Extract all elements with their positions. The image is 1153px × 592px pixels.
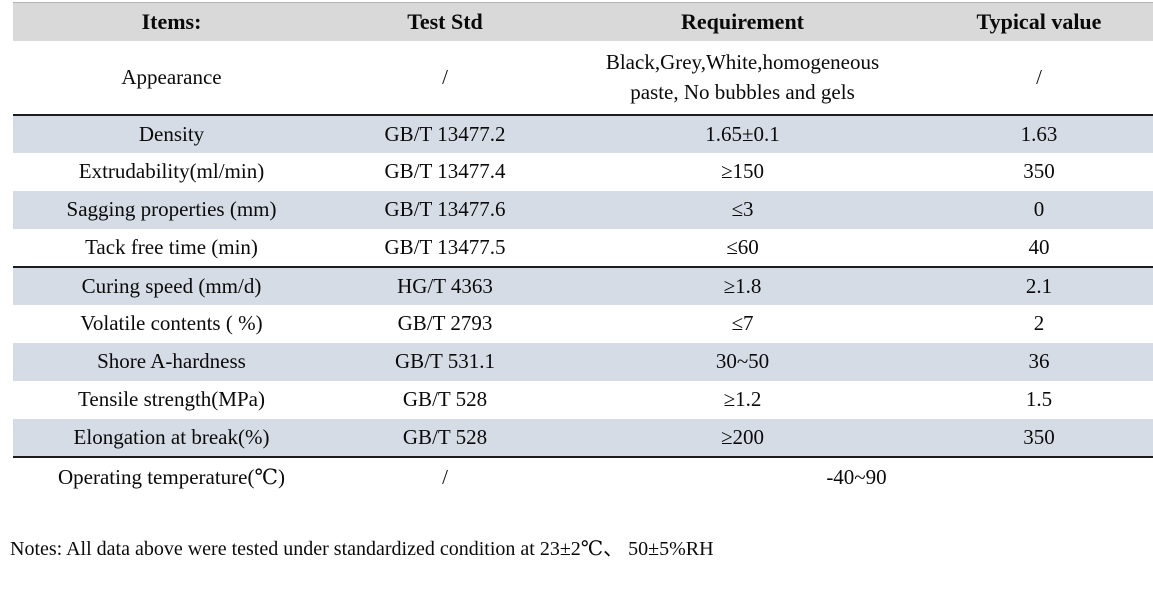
cell-test-std: /	[442, 64, 448, 89]
cell-typical: 40	[1028, 234, 1050, 259]
cell-typical: 36	[1028, 349, 1050, 374]
cell-item: Tack free time (min)	[85, 234, 258, 259]
table-row: Sagging properties (mm) GB/T 13477.6 ≤3 0	[13, 190, 1153, 229]
cell-typical: 1.63	[1020, 121, 1058, 146]
column-header-test-std: Test Std	[407, 8, 483, 34]
cell-requirement: 1.65±0.1	[705, 121, 780, 146]
table-row: Tensile strength(MPa) GB/T 528 ≥1.2 1.5	[13, 380, 1153, 419]
cell-item: Tensile strength(MPa)	[78, 387, 265, 412]
table-row: Elongation at break(%) GB/T 528 ≥200 350	[13, 418, 1153, 457]
cell-item: Density	[138, 121, 205, 146]
cell-requirement: -40~90	[826, 464, 887, 489]
cell-typical: 0	[1033, 197, 1045, 222]
notes-text: Notes: All data above were tested under …	[10, 538, 714, 560]
spec-table: Items: Test Std Requirement Typical valu…	[13, 2, 1153, 497]
cell-test-std: GB/T 13477.2	[384, 121, 506, 146]
cell-test-std: GB/T 531.1	[395, 349, 495, 374]
cell-typical: 350	[1023, 159, 1055, 184]
cell-item: Elongation at break(%)	[73, 424, 270, 449]
table-row: Volatile contents ( %) GB/T 2793 ≤7 2	[13, 304, 1153, 343]
table-row: Operating temperature(℃) / -40~90	[13, 456, 1153, 497]
cell-test-std: /	[442, 464, 448, 489]
cell-test-std: GB/T 528	[402, 387, 488, 412]
cell-typical: /	[1036, 64, 1042, 89]
cell-requirement: ≥200	[720, 424, 765, 449]
cell-item: Appearance	[121, 64, 222, 89]
cell-typical: 2.1	[1025, 273, 1053, 298]
cell-test-std: GB/T 13477.5	[384, 234, 506, 259]
cell-test-std: GB/T 13477.6	[384, 197, 506, 222]
cell-item: Sagging properties (mm)	[66, 197, 277, 222]
cell-test-std: GB/T 2793	[397, 311, 493, 336]
table-row: Tack free time (min) GB/T 13477.5 ≤60 40	[13, 228, 1153, 267]
column-header-requirement: Requirement	[680, 8, 805, 34]
table-header-row: Items: Test Std Requirement Typical valu…	[13, 2, 1153, 41]
table-row: Extrudability(ml/min) GB/T 13477.4 ≥150 350	[13, 152, 1153, 191]
table-row: Shore A-hardness GB/T 531.1 30~50 36	[13, 342, 1153, 381]
column-header-items: Items:	[141, 8, 202, 34]
cell-requirement: ≥150	[720, 159, 765, 184]
cell-item: Curing speed (mm/d)	[81, 273, 262, 298]
table-row: Curing speed (mm/d) HG/T 4363 ≥1.8 2.1	[13, 266, 1153, 305]
cell-requirement: ≤7	[731, 311, 754, 336]
cell-item: Shore A-hardness	[97, 349, 246, 374]
column-header-typical-value: Typical value	[976, 8, 1102, 34]
cell-typical: 2	[1033, 311, 1045, 336]
cell-requirement: Black,Grey,White,homogeneous paste, No b…	[605, 49, 880, 104]
cell-requirement: ≥1.2	[723, 387, 762, 412]
cell-test-std: GB/T 528	[402, 424, 488, 449]
cell-requirement: ≥1.8	[723, 273, 762, 298]
spec-table-container: Items: Test Std Requirement Typical valu…	[13, 2, 1153, 497]
cell-item: Operating temperature(℃)	[58, 464, 285, 489]
cell-item: Extrudability(ml/min)	[78, 159, 265, 184]
table-row: Density GB/T 13477.2 1.65±0.1 1.63	[13, 114, 1153, 153]
cell-item: Volatile contents ( %)	[80, 311, 263, 336]
table-body: Appearance / Black,Grey,White,homogeneous …	[13, 40, 1153, 497]
cell-requirement: ≤60	[726, 234, 759, 259]
cell-test-std: HG/T 4363	[397, 273, 493, 298]
cell-typical: 350	[1023, 424, 1055, 449]
cell-typical: 1.5	[1025, 387, 1053, 412]
cell-requirement: ≤3	[731, 197, 754, 222]
table-row: Appearance / Black,Grey,White,homogeneous …	[13, 40, 1153, 115]
cell-requirement: 30~50	[715, 349, 770, 374]
cell-test-std: GB/T 13477.4	[384, 159, 506, 184]
